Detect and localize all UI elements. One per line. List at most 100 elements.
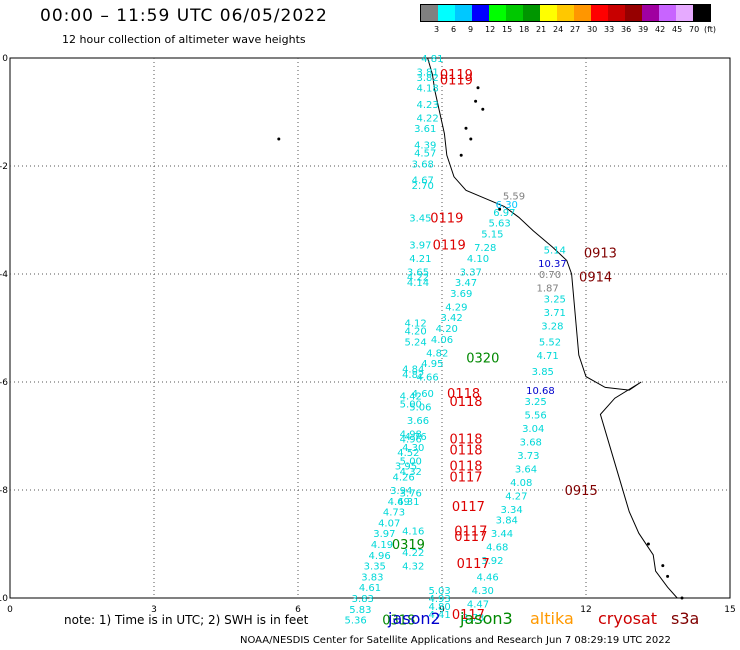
colorbar-label: 18 (519, 25, 530, 34)
x-tick-label: 12 (580, 605, 591, 615)
island-mark (498, 207, 502, 211)
wave-height-label: 4.84 (402, 365, 424, 376)
wave-height-label: 5.52 (539, 338, 561, 349)
wave-height-label: 4.73 (383, 508, 405, 519)
pass-time-label: 0119 (430, 211, 463, 226)
y-tick-label: 0 (2, 54, 8, 64)
wave-height-label: 4.20 (404, 327, 426, 338)
wave-height-label: 10.37 (538, 259, 567, 270)
pass-time-label: 0319 (392, 538, 425, 553)
wave-height-label: 3.85 (532, 367, 554, 378)
wave-height-label: 4.19 (371, 540, 393, 551)
wave-height-label: 3.35 (364, 562, 386, 573)
wave-height-label: 5.00 (400, 456, 422, 467)
wave-height-label: 5.03 (428, 586, 450, 597)
colorbar-swatch (455, 5, 472, 21)
colorbar-swatch (642, 5, 659, 21)
pass-time-label: 0914 (579, 271, 612, 286)
colorbar-swatch (489, 5, 506, 21)
wave-height-label: 4.32 (400, 467, 422, 478)
wave-height-label: 4.76 (404, 432, 426, 443)
wave-height-label: 5.36 (344, 616, 366, 627)
wave-height-label: 6.30 (496, 200, 518, 211)
wave-height-label: 5.24 (404, 338, 426, 349)
wave-height-label: 3.82 (416, 73, 438, 84)
y-tick-label: -8 (0, 486, 8, 496)
y-tick-label: -6 (0, 378, 8, 388)
wave-height-label: 3.28 (541, 321, 563, 332)
colorbar-label: 33 (604, 25, 615, 34)
y-tick-label: -10 (0, 594, 8, 604)
colorbar-swatch (693, 5, 710, 21)
wave-height-label: 4.71 (536, 351, 558, 362)
pass-time-label: 0118 (449, 460, 482, 475)
colorbar-swatch (438, 5, 455, 21)
wave-height-label: 3.92 (481, 556, 503, 567)
page-subtitle: 12 hour collection of altimeter wave hei… (62, 33, 306, 46)
wave-height-label: 0.70 (539, 270, 561, 281)
wave-height-label: 5.15 (481, 230, 503, 241)
wave-height-label: 3.64 (515, 464, 537, 475)
legend-cryosat: cryosat (598, 609, 658, 628)
wave-height-label: 6.97 (493, 208, 515, 219)
wave-height-label: 3.83 (352, 594, 374, 605)
wave-height-label: 4.47 (467, 599, 489, 610)
wave-height-label: 3.76 (400, 489, 422, 500)
wave-height-label: 2.70 (412, 181, 434, 192)
wave-height-label: 4.98 (400, 429, 422, 440)
wave-height-label: 4.20 (436, 324, 458, 335)
wave-height-label: 3.25 (544, 294, 566, 305)
island-mark (474, 99, 478, 103)
y-tick-label: -2 (0, 162, 8, 172)
wave-height-label: 4.96 (400, 435, 422, 446)
pass-time-label: 0117 (454, 530, 487, 545)
wave-height-label: 4.82 (426, 348, 448, 359)
island-mark (646, 542, 650, 546)
wave-height-label: 4.82 (402, 370, 424, 381)
wave-height-label: 4.06 (431, 335, 453, 346)
wave-height-label: 10.68 (526, 386, 555, 397)
wave-height-label: 3.37 (460, 267, 482, 278)
pass-time-label: 0318 (382, 614, 415, 629)
colorbar-label: 24 (553, 25, 564, 34)
island-mark (661, 564, 665, 568)
colorbar-swatch (557, 5, 574, 21)
x-tick-label: 3 (151, 605, 157, 615)
wave-height-label: 4.61 (359, 583, 381, 594)
pass-time-label: 0118 (447, 387, 480, 402)
footer-credit: NOAA/NESDIS Center for Satellite Applica… (240, 635, 671, 646)
wave-height-label: 3.95 (395, 462, 417, 473)
wave-height-label: 4.93 (428, 594, 450, 605)
colorbar-swatch (523, 5, 540, 21)
wave-height-label: 3.66 (407, 416, 429, 427)
wave-height-label: 5.63 (488, 219, 510, 230)
colorbar-label: 45 (672, 25, 683, 34)
wave-height-label: 4.41 (428, 610, 450, 621)
wave-height-label: 4.16 (402, 527, 424, 538)
wave-height-label: 3.25 (524, 397, 546, 408)
colorbar-label: 15 (502, 25, 513, 34)
colorbar-label: 36 (621, 25, 632, 34)
colorbar-label: 12 (485, 25, 496, 34)
wave-height-label: 3.44 (491, 529, 513, 540)
colorbar-swatch (676, 5, 693, 21)
legend-jason3: jason3 (460, 609, 513, 628)
page-title: 00:00 – 11:59 UTC 06/05/2022 (40, 6, 328, 26)
island-mark (481, 107, 485, 111)
wave-height-label: 4.31 (397, 497, 419, 508)
wave-height-label: 4.23 (416, 100, 438, 111)
x-tick-label: 9 (439, 605, 445, 615)
wave-height-label: 4.57 (414, 149, 436, 160)
wave-height-label: 4.68 (486, 543, 508, 554)
wave-height-label: 3.04 (522, 424, 544, 435)
wave-height-label: 4.67 (412, 176, 434, 187)
island-mark (277, 137, 281, 141)
y-tick-label: -4 (0, 270, 8, 280)
wave-height-label: 4.27 (505, 491, 527, 502)
wave-height-label: 4.32 (402, 562, 424, 573)
wave-height-label: 4.60 (412, 389, 434, 400)
wave-height-label: 4.66 (416, 373, 438, 384)
wave-height-label: 3.84 (496, 516, 518, 527)
pass-time-label: 0117 (454, 525, 487, 540)
